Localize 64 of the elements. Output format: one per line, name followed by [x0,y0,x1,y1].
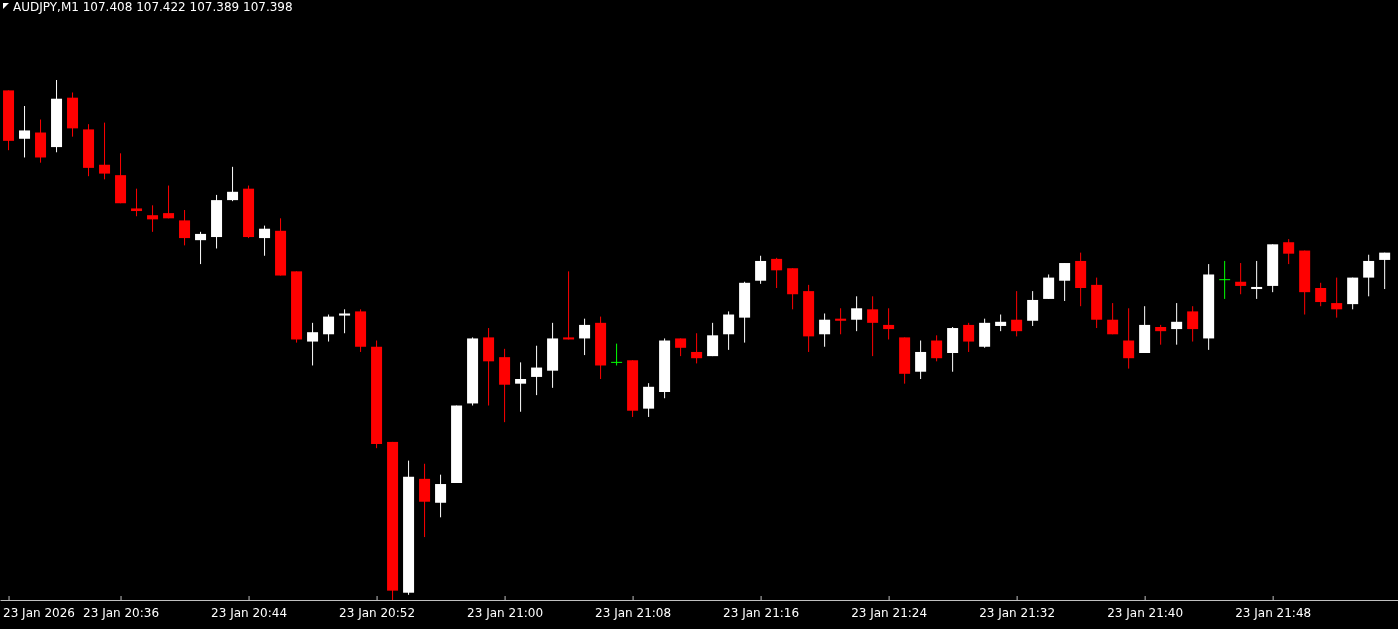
candlestick [419,463,431,538]
candlestick [1155,324,1167,346]
candlestick [339,308,351,334]
candlestick [1043,273,1055,300]
candlestick [19,105,31,158]
x-tick-label: 23 Jan 21:32 [979,605,1056,620]
candlestick [707,322,719,357]
candlestick [1123,307,1135,370]
candlestick [931,334,943,362]
candlestick [1251,260,1263,300]
candlestick [963,322,975,353]
x-tick-label: 23 Jan 20:36 [83,605,160,620]
candlestick [323,314,335,343]
candlestick [1363,254,1375,297]
candlestick [259,225,271,257]
candlestick [179,209,191,246]
candlestick [1283,238,1295,265]
candlestick [147,204,159,233]
candlestick [1331,277,1343,319]
candlestick [227,166,239,202]
x-tick-label: 23 Jan 2026 [3,605,75,620]
candlestick [1379,252,1391,290]
candlestick [99,122,111,180]
candlestick [483,327,495,407]
candlestick [435,474,447,518]
candlestick [755,255,767,285]
candlestick [1219,260,1231,300]
candlestick [563,270,575,340]
x-tick-label: 23 Jan 21:08 [595,605,672,620]
x-tick-label: 23 Jan 21:48 [1235,605,1312,620]
candlestick [1315,282,1327,307]
candlestick [163,185,175,219]
candlestick [579,318,591,356]
candlestick [195,231,207,265]
candlestick [515,361,527,413]
x-tick-label: 23 Jan 21:16 [723,605,800,620]
candlestick [1107,302,1119,335]
candlestick [643,382,655,418]
x-tick-label: 23 Jan 20:52 [339,605,416,620]
candlestick [131,188,143,217]
candlestick [1187,305,1199,343]
candlestick [835,307,847,335]
candlestick [883,307,895,340]
candlestick [915,340,927,380]
candlestick [1027,290,1039,327]
candlestick [851,295,863,332]
candlestick [867,295,879,357]
candlestick [979,318,991,349]
candlestick [691,332,703,364]
x-tick-label: 23 Jan 21:00 [467,605,544,620]
candlestick [1235,262,1247,295]
candlestick [307,322,319,366]
candlestick [531,345,543,396]
x-tick-label: 23 Jan 21:24 [851,605,928,620]
candlestick [771,257,783,289]
x-tick-label: 23 Jan 20:44 [211,605,288,620]
candlestick [819,312,831,348]
candlestick [1171,302,1183,346]
candlestick [611,343,623,366]
chart-title: AUDJPY,M1 107.408 107.422 107.389 107.398 [13,0,293,14]
candlestick [1011,290,1023,337]
candlestick [1059,262,1071,302]
x-tick-label: 23 Jan 21:40 [1107,605,1184,620]
candlestick [723,310,735,351]
